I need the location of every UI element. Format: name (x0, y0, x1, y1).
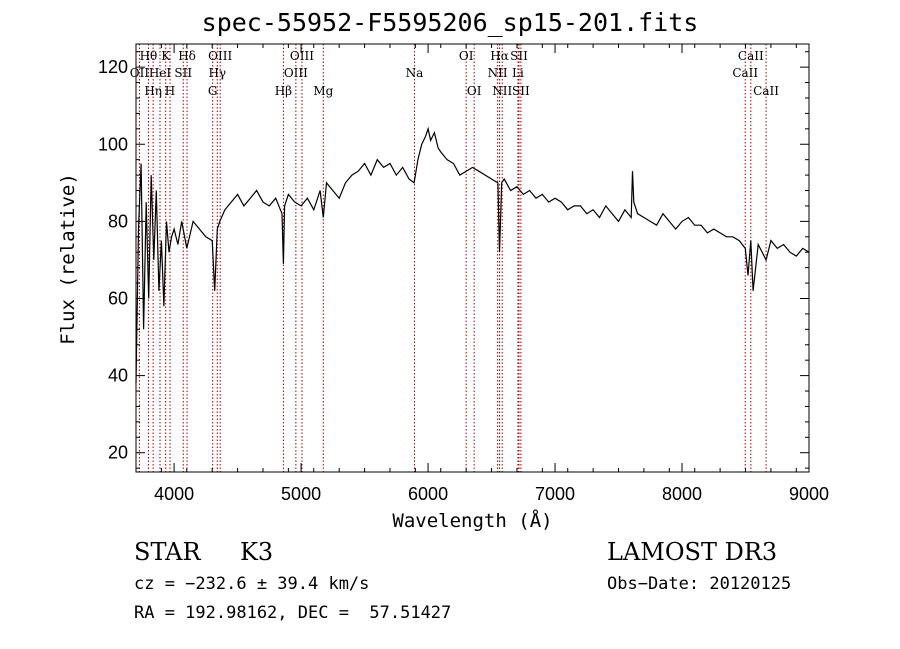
line-marker-label: H (165, 84, 175, 98)
line-marker-label: SII (174, 66, 192, 80)
x-axis-ticks: 4000 5000 6000 7000 8000 9000 (135, 44, 829, 504)
line-marker-label: K (161, 49, 171, 63)
chart-title: spec-55952-F5595206_sp15-201.fits (201, 8, 699, 37)
line-marker-label: Li (512, 66, 524, 80)
line-marker-label: Hγ (208, 66, 226, 80)
y-tick-label: 60 (108, 288, 128, 308)
line-marker-label: Hη (144, 84, 162, 98)
y-tick-label: 40 (108, 366, 128, 386)
y-tick-label: 120 (98, 57, 128, 77)
x-tick-label: 9000 (789, 484, 829, 504)
line-marker-label: OIII (208, 49, 232, 63)
line-marker-label: NII (492, 84, 512, 98)
line-marker-label: Mg (313, 84, 333, 98)
x-tick-label: 5000 (281, 484, 321, 504)
line-marker-label: CaII (738, 49, 764, 63)
x-tick-label: 6000 (408, 484, 448, 504)
x-tick-label: 4000 (154, 484, 194, 504)
line-marker-label: OII (130, 66, 150, 80)
object-subclass: K3 (240, 538, 274, 566)
y-axis-label: Flux (relative) (57, 173, 79, 345)
plot-frame (135, 43, 810, 473)
line-marker-label: G (208, 84, 218, 98)
line-marker-label: OIII (290, 49, 314, 63)
x-axis-label: Wavelength (Å) (392, 510, 553, 532)
line-marker-label: Na (406, 66, 424, 80)
object-class: STAR (134, 538, 201, 566)
line-marker-label: SII (510, 49, 528, 63)
y-tick-label: 100 (98, 134, 128, 154)
line-marker-labels: Hθ Hη OII HeI K H SII Hδ G Hγ OIII Hβ OIII OIII Mg Na OI… (130, 49, 779, 98)
line-marker-label: NII (488, 66, 508, 80)
line-marker-label: Hδ (178, 49, 196, 63)
coordinates: RA = 192.98162, DEC = 57.51427 (134, 603, 452, 623)
line-marker-label: OI (459, 49, 474, 63)
line-marker-label: OI (467, 84, 482, 98)
survey-name: LAMOST DR3 (607, 538, 778, 566)
x-tick-label: 8000 (662, 484, 702, 504)
y-tick-label: 20 (108, 443, 128, 463)
line-marker-label: Hα (490, 49, 509, 63)
line-marker-label: HeI (149, 66, 172, 80)
line-marker-label: CaII (753, 84, 779, 98)
spectrum-line (135, 126, 810, 384)
line-marker-label: SII (512, 84, 530, 98)
y-tick-label: 80 (108, 211, 128, 231)
redshift-info: cz = −232.6 ± 39.4 km/s (134, 574, 370, 594)
line-marker-label: Hθ (140, 49, 158, 63)
obs-date: Obs−Date: 20120125 (607, 574, 792, 594)
line-markers (138, 44, 767, 472)
line-marker-label: OIII (284, 66, 308, 80)
line-marker-label: Hβ (275, 84, 292, 98)
y-axis-ticks: 20 40 60 80 100 120 (98, 51, 809, 469)
x-tick-label: 7000 (535, 484, 575, 504)
line-marker-label: CaII (732, 66, 758, 80)
